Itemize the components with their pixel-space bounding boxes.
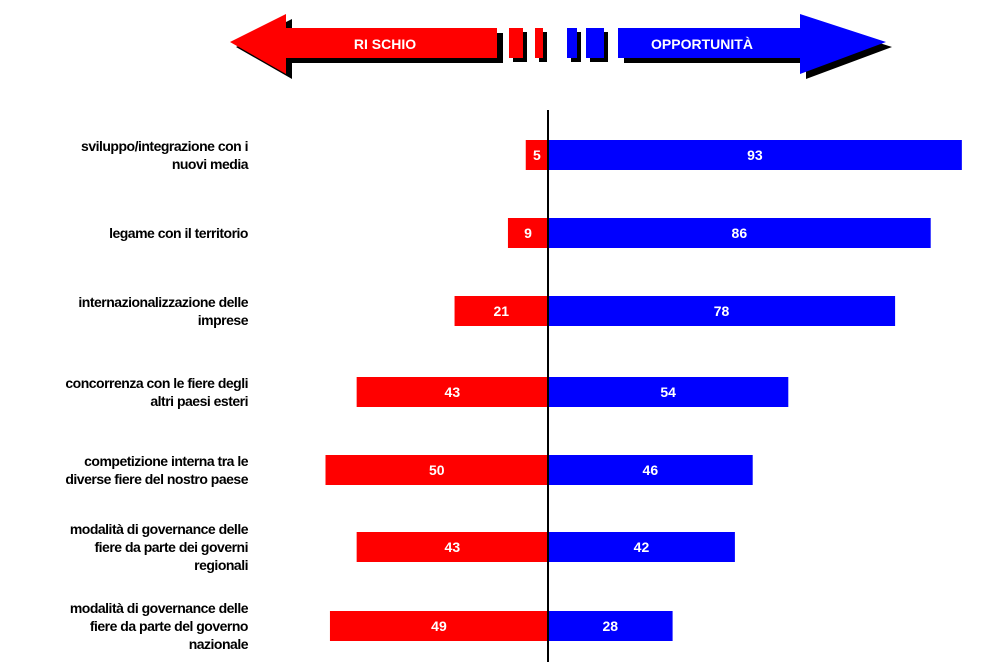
category-label: altri paesi esteri (150, 393, 248, 409)
opportunity-value-label: 78 (714, 303, 730, 319)
category-label: fiere da parte dei governi (95, 539, 249, 555)
category-label: modalità di governance delle (70, 600, 249, 616)
opportunity-stripe-2-fill (586, 28, 604, 58)
opportunity-value-label: 28 (603, 618, 619, 634)
risk-bar (525, 140, 548, 170)
risk-value-label: 49 (431, 618, 447, 634)
opportunity-bar (548, 296, 896, 326)
category-label: nuovi media (172, 156, 249, 172)
risk-bar (329, 611, 548, 641)
opportunity-value-label: 54 (660, 384, 676, 400)
risk-label: RI SCHIO (354, 36, 416, 52)
category-label: diverse fiere del nostro paese (65, 471, 248, 487)
risk-value-label: 5 (533, 147, 541, 163)
category-label: concorrenza con le fiere degli (65, 375, 248, 391)
risk-value-label: 21 (493, 303, 509, 319)
opportunity-value-label: 86 (732, 225, 748, 241)
risk-value-label: 9 (524, 225, 532, 241)
risk-arrow (230, 14, 497, 74)
category-label: legame con il territorio (109, 225, 248, 241)
category-label: modalità di governance delle (70, 521, 249, 537)
risk-stripe-2-fill (535, 28, 543, 58)
category-label: fiere da parte del governo (90, 618, 248, 634)
category-label: competizione interna tra le (84, 453, 249, 469)
category-label: internazionalizzazione delle (78, 294, 248, 310)
opportunity-bar (548, 140, 962, 170)
category-labels-group: sviluppo/integrazione con i nuovi media le… (65, 138, 249, 652)
opportunity-value-label: 46 (643, 462, 659, 478)
opportunity-value-label: 42 (634, 539, 650, 555)
opportunity-label: OPPORTUNITÀ (651, 36, 753, 52)
risk-stripe-1-fill (509, 28, 523, 58)
risk-bar (356, 532, 548, 562)
opportunity-value-label: 93 (747, 147, 763, 163)
risk-value-label: 50 (429, 462, 445, 478)
opportunity-bar (548, 218, 931, 248)
category-label: sviluppo/integrazione con i (81, 138, 248, 154)
opportunity-arrow (618, 14, 886, 74)
risk-bar (325, 455, 548, 485)
opportunity-stripe-1-fill (567, 28, 577, 58)
header-arrow-banner: RI SCHIO OPPORTUNITÀ (230, 14, 892, 79)
category-label: regionali (194, 557, 248, 573)
risk-bar (454, 296, 548, 326)
risk-bar (507, 218, 548, 248)
opportunity-bar (548, 611, 673, 641)
opportunity-bar (548, 377, 789, 407)
risk-value-label: 43 (445, 539, 461, 555)
opportunity-bar (548, 455, 753, 485)
risk-bar (356, 377, 548, 407)
category-label: nazionale (189, 636, 249, 652)
risk-value-label: 43 (445, 384, 461, 400)
bars-group: 5 93 9 86 21 78 43 54 50 46 43 42 49 28 (325, 140, 962, 641)
opportunity-bar (548, 532, 735, 562)
category-label: imprese (198, 312, 249, 328)
